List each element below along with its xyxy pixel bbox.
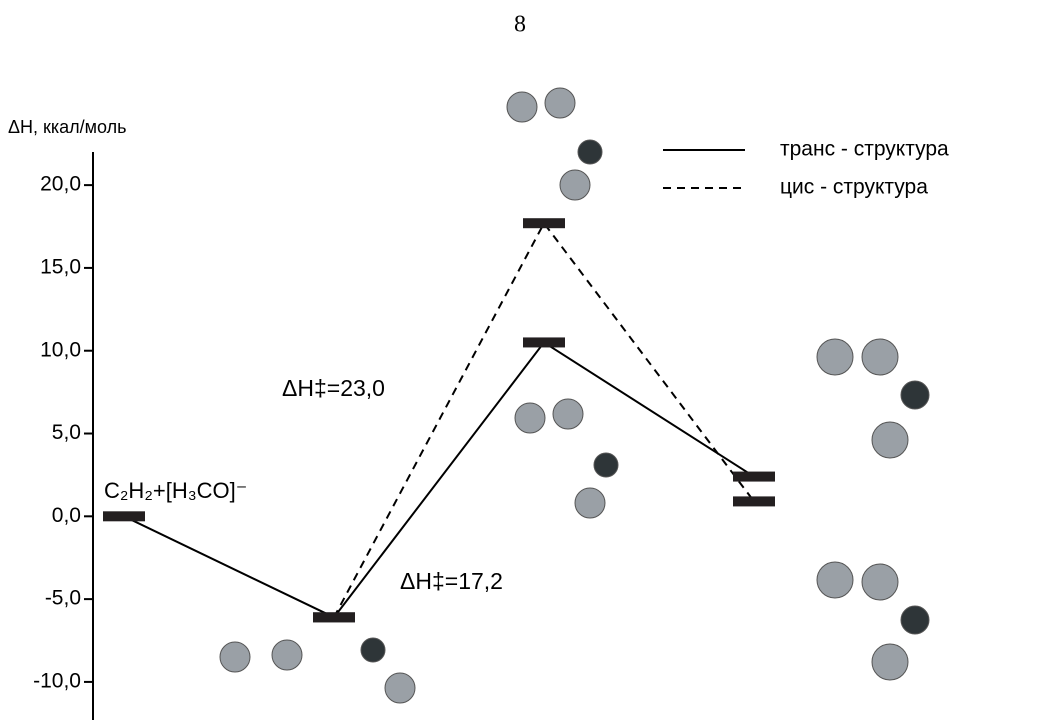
y-tick-label: -10,0 <box>33 669 81 692</box>
energy-level <box>523 218 565 228</box>
energy-level <box>313 612 355 622</box>
annotation: ΔH‡=17,2 <box>400 568 503 594</box>
y-tick-label: 15,0 <box>40 255 81 278</box>
y-axis-label: ΔH, ккал/моль <box>8 117 127 137</box>
y-tick-label: 20,0 <box>40 173 81 196</box>
annotation: ΔH‡=23,0 <box>282 375 385 401</box>
annotation: C₂H₂+[H₃CO]⁻ <box>104 478 247 503</box>
chart: 8 ΔH, ккал/моль C₂H₂+[H₃CO]⁻ ΔH‡=23,0 ΔH… <box>0 0 1039 720</box>
energy-level <box>733 472 775 482</box>
y-tick-label: -5,0 <box>45 587 81 610</box>
page-number: 8 <box>514 12 526 38</box>
legend-label: транс - структура <box>780 138 949 161</box>
y-tick-label: 0,0 <box>52 504 81 527</box>
energy-level <box>103 511 145 521</box>
energy-level <box>733 496 775 506</box>
legend-label: цис - структура <box>780 176 928 199</box>
energy-level <box>523 337 565 347</box>
y-tick-label: 5,0 <box>52 421 81 444</box>
y-tick-label: 10,0 <box>40 338 81 361</box>
page: {"page_number": "8", "chart_data": { "ty… <box>0 0 1039 720</box>
